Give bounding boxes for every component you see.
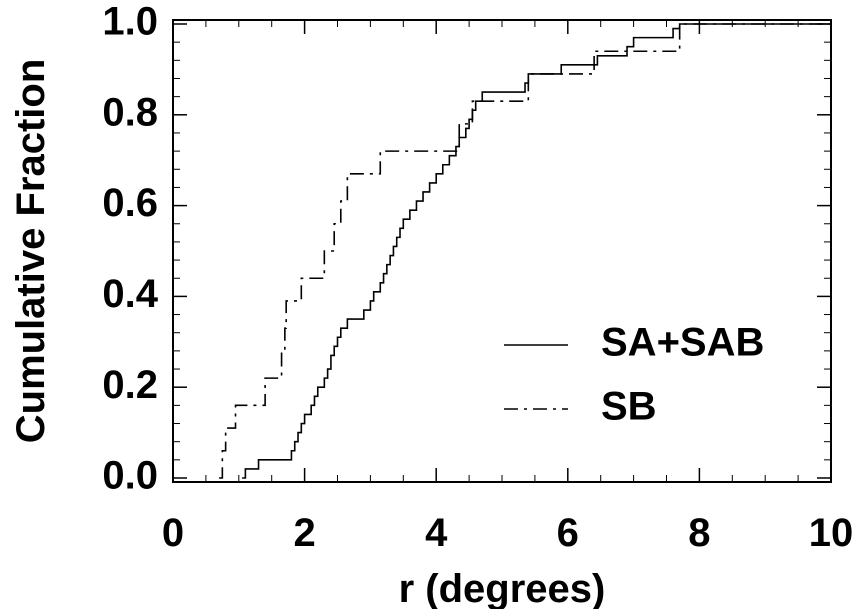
series-line-sb bbox=[219, 23, 830, 479]
x-tick-label: 2 bbox=[293, 511, 315, 555]
legend: SA+SAB SB bbox=[504, 321, 764, 429]
y-tick-label: 0.0 bbox=[102, 454, 158, 498]
series-line-sa-sab bbox=[242, 23, 830, 479]
x-tick-label: 4 bbox=[425, 511, 448, 555]
axis-ticks: 0 2 4 6 8 10 0.0 0.2 0.4 0.6 0.8 1.0 bbox=[102, 0, 853, 555]
y-tick-label: 0.4 bbox=[102, 272, 158, 316]
legend-label-sb: SB bbox=[601, 385, 657, 429]
y-tick-label: 0.6 bbox=[102, 181, 158, 225]
x-tick-label: 8 bbox=[688, 511, 710, 555]
y-tick-label: 1.0 bbox=[102, 0, 158, 44]
y-tick-label: 0.8 bbox=[102, 90, 158, 134]
x-tick-label: 6 bbox=[557, 511, 579, 555]
x-tick-label: 0 bbox=[162, 511, 184, 555]
legend-label-sa-sab: SA+SAB bbox=[601, 321, 764, 365]
plot-frame bbox=[172, 19, 832, 483]
series-layer bbox=[219, 23, 830, 479]
y-axis-title: Cumulative Fraction bbox=[9, 59, 53, 444]
y-tick-label: 0.2 bbox=[102, 363, 158, 407]
x-axis-title: r (degrees) bbox=[399, 567, 606, 609]
x-tick-label: 10 bbox=[809, 511, 854, 555]
